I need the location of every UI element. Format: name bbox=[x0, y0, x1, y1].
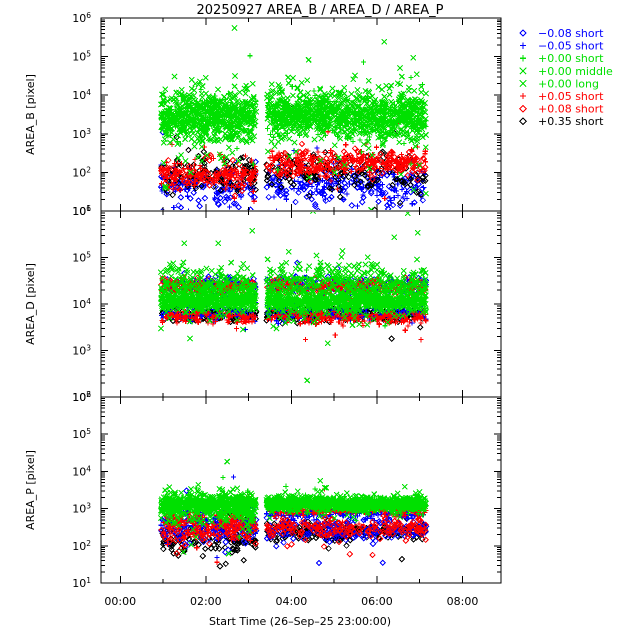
legend-marker-diamond-icon bbox=[519, 29, 527, 37]
xtick-label: 04:00 bbox=[276, 595, 308, 608]
legend-entry-0[interactable]: −0.08 short bbox=[519, 27, 604, 40]
legend-marker-diamond-icon bbox=[519, 104, 527, 113]
yaxis-label-AREA_D: AREA_D [pixel] bbox=[24, 263, 37, 345]
points-layer-AREA_B bbox=[157, 24, 430, 210]
legend-entry-7[interactable]: +0.35 short bbox=[519, 115, 604, 128]
legend-label: +0.05 short bbox=[538, 90, 604, 103]
legend-marker-cross-icon bbox=[519, 67, 527, 75]
yaxis-label-AREA_P: AREA_P [pixel] bbox=[24, 450, 37, 530]
legend-entry-2[interactable]: +0.00 short bbox=[519, 52, 604, 65]
legend-label: +0.35 short bbox=[538, 115, 604, 128]
ytick-label: 106 bbox=[72, 390, 91, 404]
legend-entry-3[interactable]: +0.00 middle bbox=[519, 65, 613, 78]
points-layer-AREA_D bbox=[157, 212, 430, 384]
legend-entry-6[interactable]: +0.08 short bbox=[519, 103, 604, 116]
legend-entry-4[interactable]: +0.00 long bbox=[519, 77, 599, 90]
xtick-label: 02:00 bbox=[190, 595, 222, 608]
panel-frame-AREA_P bbox=[100, 396, 502, 584]
legend-entry-1[interactable]: −0.05 short bbox=[519, 40, 604, 53]
ytick-label: 102 bbox=[72, 539, 91, 553]
ytick-label: 105 bbox=[72, 50, 91, 64]
xaxis-label: Start Time (26–Sep–25 23:00:00) bbox=[209, 615, 391, 628]
legend-marker-plus-icon bbox=[519, 92, 527, 100]
ytick-label: 104 bbox=[72, 88, 91, 102]
points-layer-AREA_P bbox=[157, 458, 430, 570]
ytick-label: 103 bbox=[72, 127, 91, 141]
ytick-label: 104 bbox=[72, 297, 91, 311]
ytick-label: 101 bbox=[72, 576, 91, 590]
xtick-label: 08:00 bbox=[447, 595, 479, 608]
yaxis-label-AREA_B: AREA_B [pixel] bbox=[24, 74, 37, 155]
legend-marker-plus-icon bbox=[519, 42, 527, 49]
legend-label: +0.00 long bbox=[538, 77, 599, 90]
legend-marker-diamond-icon bbox=[519, 117, 527, 126]
ytick-label: 105 bbox=[72, 427, 91, 441]
ytick-label: 103 bbox=[72, 344, 91, 358]
ytick-label: 106 bbox=[72, 11, 91, 25]
xtick-label: 00:00 bbox=[104, 595, 136, 608]
ytick-label: 102 bbox=[72, 165, 91, 179]
ytick-label: 103 bbox=[72, 502, 91, 516]
ytick-label: 104 bbox=[72, 464, 91, 478]
ytick-label: 106 bbox=[72, 204, 91, 218]
legend-entry-5[interactable]: +0.05 short bbox=[519, 90, 604, 103]
ytick-label: 105 bbox=[72, 251, 91, 265]
legend-label: −0.05 short bbox=[538, 40, 604, 53]
legend-marker-cross-icon bbox=[519, 79, 527, 87]
legend-label: +0.08 short bbox=[538, 103, 604, 116]
plot-title: 20250927 AREA_B / AREA_D / AREA_P bbox=[197, 3, 444, 18]
legend-marker-plus-icon bbox=[519, 55, 527, 62]
legend-label: −0.08 short bbox=[538, 27, 604, 40]
legend-label: +0.00 middle bbox=[538, 65, 613, 78]
xtick-label: 06:00 bbox=[361, 595, 393, 608]
legend-label: +0.00 short bbox=[538, 52, 604, 65]
